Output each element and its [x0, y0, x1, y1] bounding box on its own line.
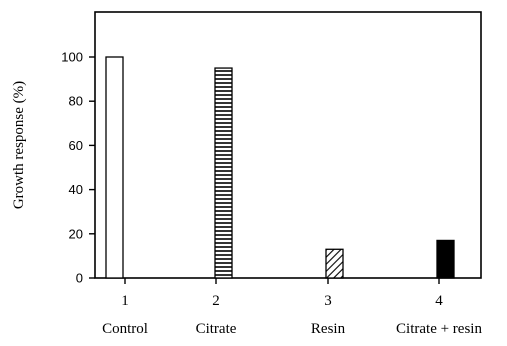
- plot-frame: [94, 11, 482, 279]
- y-tick-label: 60: [69, 138, 83, 153]
- bar-resin: [325, 248, 344, 279]
- y-tick-label: 40: [69, 182, 83, 197]
- x-tick-label: 2: [212, 293, 220, 309]
- y-tick-label: 100: [61, 50, 83, 65]
- bar-citrate: [214, 67, 233, 279]
- category-name-label: Control: [102, 321, 148, 337]
- y-tick-label: 20: [69, 226, 83, 241]
- x-tick-label: 3: [324, 293, 332, 309]
- category-name-label: Citrate + resin: [396, 321, 482, 337]
- bar-control: [105, 56, 124, 279]
- y-tick-label: 0: [76, 271, 83, 286]
- x-tick-label: 4: [435, 293, 443, 309]
- category-name-label: Citrate: [196, 321, 237, 337]
- x-axis: 1 Control 2 Citrate 3 Resin 4 Citrate + resin: [102, 278, 482, 337]
- y-tick-label: 80: [69, 94, 83, 109]
- bar-citrate-resin: [436, 239, 455, 279]
- y-axis-title: Growth response (%): [11, 81, 27, 209]
- category-name-label: Resin: [311, 321, 346, 337]
- bars: [105, 56, 455, 279]
- y-axis: 0 20 40 60 80 100: [61, 50, 95, 286]
- x-tick-label: 1: [121, 293, 129, 309]
